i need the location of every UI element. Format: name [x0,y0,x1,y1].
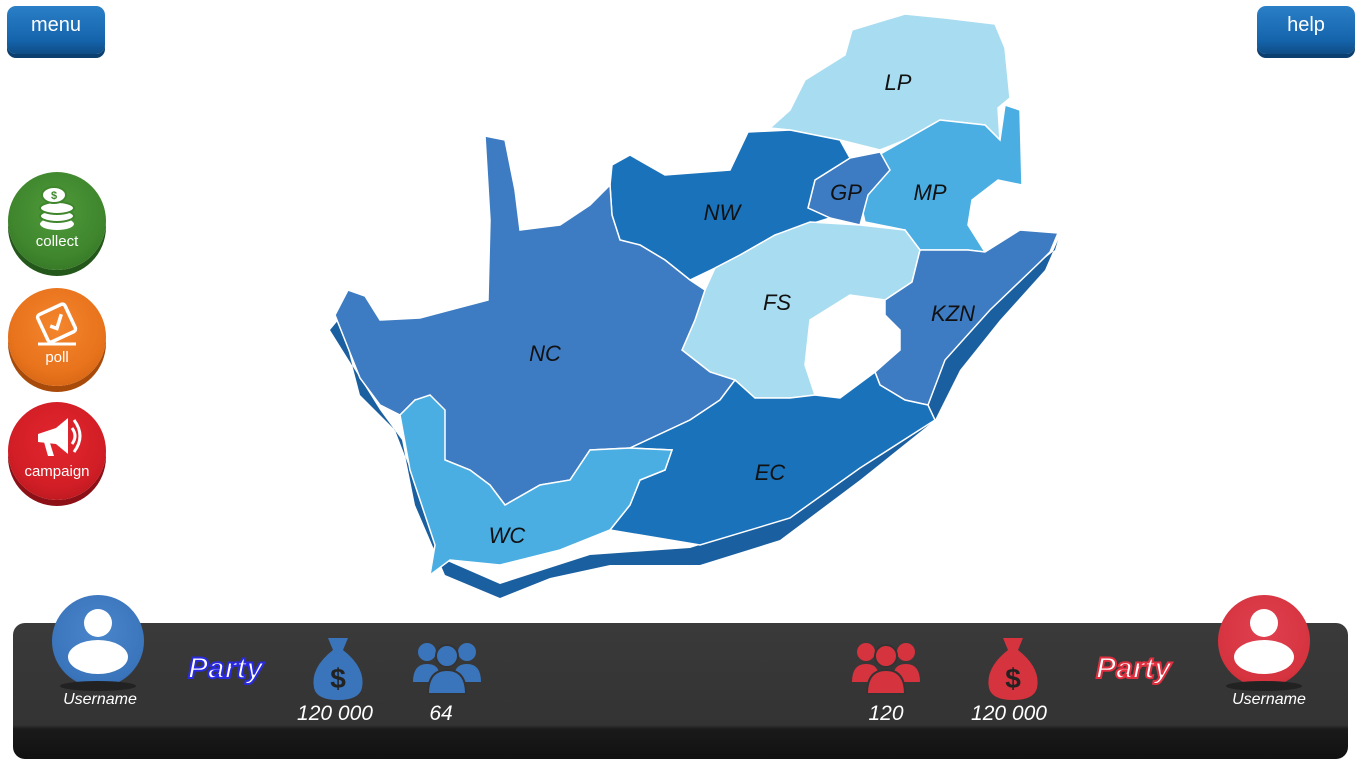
province-label-nw: NW [704,200,743,225]
ballot-icon [35,302,78,346]
province-label-gp: GP [830,180,862,205]
player2-avatar[interactable] [1218,595,1310,691]
player-status-bar [13,623,1348,759]
player1-avatar[interactable] [52,595,144,691]
user-icon [1234,609,1294,674]
supporters-icon [413,643,481,695]
province-lp[interactable] [768,13,1011,151]
menu-button[interactable]: menu [7,6,105,54]
coins-icon: $ [39,186,75,230]
province-label-wc: WC [489,523,526,548]
svg-text:$: $ [330,663,346,694]
player1-party: Party [187,651,264,686]
player1-money: 120 000 [297,702,373,725]
province-label-nc: NC [529,341,561,366]
province-label-ec: EC [755,460,786,485]
player1-supporters: 64 [429,702,453,725]
megaphone-icon [38,418,82,456]
province-label-mp: MP [914,180,947,205]
poll-button[interactable]: poll [8,288,106,386]
player2-party: Party [1095,651,1172,686]
supporters-icon [852,643,920,695]
collect-button[interactable]: $ collect [8,172,106,270]
svg-text:$: $ [1005,663,1021,694]
money-bag-icon: $ [988,638,1038,700]
province-label-fs: FS [763,290,791,315]
province-label-lp: LP [885,70,912,95]
money-bag-icon: $ [313,638,363,700]
province-map: LP MP GP NW FS KZN NC EC WC [330,13,1060,598]
province-label-kzn: KZN [931,301,975,326]
campaign-button[interactable]: campaign [8,402,106,500]
player2-supporters: 120 [868,702,904,725]
campaign-label: campaign [24,463,90,480]
poll-label: poll [45,349,69,366]
player2-username: Username [1232,691,1306,708]
help-button[interactable]: help [1257,6,1355,54]
player1-username: Username [63,691,137,708]
svg-text:$: $ [51,190,57,202]
user-icon [68,609,128,674]
province-wc[interactable] [399,394,674,577]
province-mp[interactable] [859,104,1023,253]
collect-label: collect [35,233,79,250]
player2-money: 120 000 [971,702,1047,725]
